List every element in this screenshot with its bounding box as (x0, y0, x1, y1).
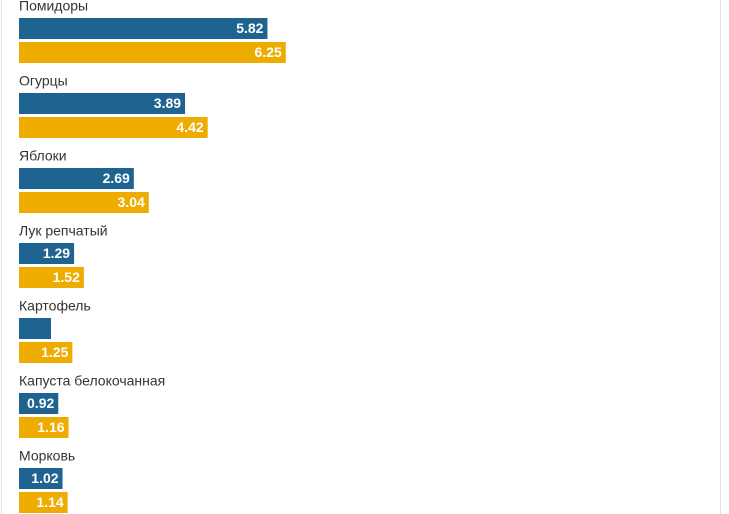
value-label: 6.25 (255, 44, 282, 60)
value-label: 1.16 (37, 419, 64, 435)
bar (19, 417, 69, 438)
value-label: 0.92 (27, 395, 54, 411)
category-label: Капуста белокочанная (19, 373, 165, 389)
bar (19, 468, 63, 489)
bar (19, 243, 75, 264)
category-label: Морковь (19, 448, 75, 464)
value-label: 3.89 (154, 95, 181, 111)
bar (19, 42, 286, 63)
bar (19, 492, 68, 513)
category-label: Яблоки (19, 148, 67, 164)
bar (19, 117, 208, 138)
value-label: 3.04 (118, 194, 145, 210)
bar (19, 192, 149, 213)
value-label: 1.14 (36, 494, 63, 510)
value-label: 4.42 (176, 119, 203, 135)
value-label: 2.69 (103, 170, 130, 186)
value-label: 1.29 (43, 245, 70, 261)
bar (19, 168, 134, 189)
category-label: Лук репчатый (19, 223, 108, 239)
value-label: 1.02 (31, 470, 58, 486)
bar (19, 393, 59, 414)
bar (19, 18, 268, 39)
value-label: 5.82 (236, 20, 263, 36)
bar (19, 342, 73, 363)
category-label: Помидоры (19, 0, 88, 14)
category-label: Картофель (19, 298, 91, 314)
bar (19, 318, 52, 339)
value-label: 1.52 (53, 269, 80, 285)
bar (19, 267, 84, 288)
value-label: 1.25 (41, 344, 68, 360)
category-label: Огурцы (19, 73, 68, 89)
bar (19, 93, 186, 114)
